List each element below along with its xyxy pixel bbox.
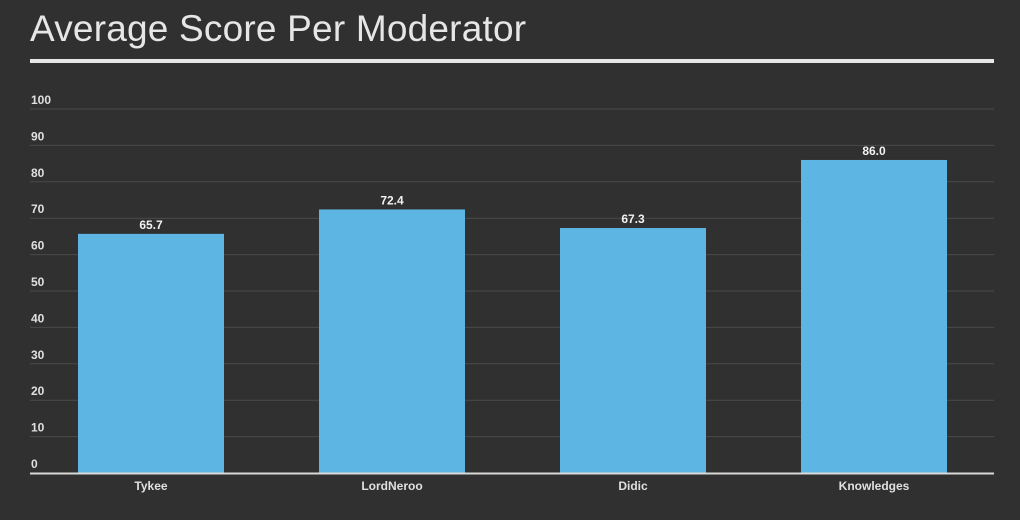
y-tick-label-30: 30: [31, 348, 45, 362]
y-tick-label-60: 60: [31, 239, 45, 253]
x-tick-label-lordneroo: LordNeroo: [361, 479, 422, 493]
bar-lordneroo: [319, 209, 465, 474]
y-tick-label-10: 10: [31, 421, 45, 435]
y-tick-label-50: 50: [31, 275, 45, 289]
data-label-didic: 67.3: [621, 212, 645, 226]
data-label-lordneroo: 72.4: [380, 193, 404, 207]
y-tick-label-20: 20: [31, 384, 45, 398]
y-tick-label-80: 80: [31, 166, 45, 180]
x-tick-label-knowledges: Knowledges: [839, 479, 910, 493]
x-tick-label-didic: Didic: [618, 479, 648, 493]
bar-knowledges: [801, 159, 947, 473]
y-tick-label-90: 90: [31, 129, 45, 143]
bar-didic: [560, 228, 706, 473]
data-label-knowledges: 86.0: [862, 144, 886, 158]
y-tick-label-70: 70: [31, 202, 45, 216]
y-tick-label-40: 40: [31, 311, 45, 325]
bar-tykee: [78, 233, 224, 473]
x-tick-label-tykee: Tykee: [134, 479, 167, 493]
data-label-tykee: 65.7: [139, 218, 163, 232]
y-tick-label-0: 0: [31, 457, 38, 471]
title-divider: [30, 59, 994, 63]
y-tick-label-100: 100: [31, 93, 51, 107]
chart-title: Average Score Per Moderator: [30, 8, 527, 49]
